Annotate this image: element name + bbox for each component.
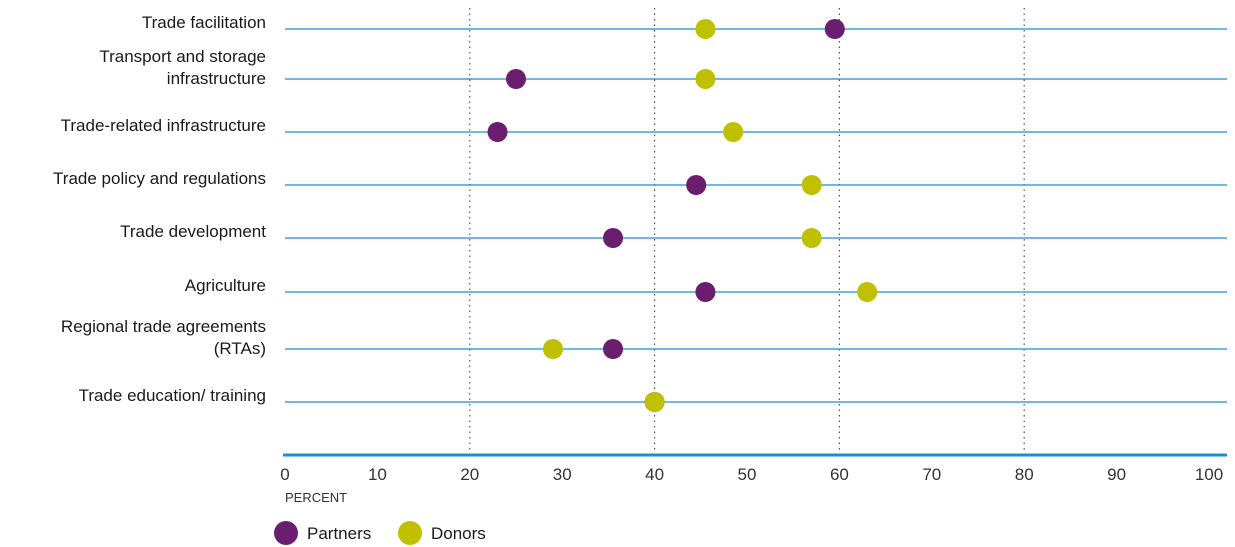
donors-point [543, 339, 563, 359]
x-tick-label: 70 [922, 465, 941, 484]
x-tick-label: 40 [645, 465, 664, 484]
category-label: Trade development [120, 222, 266, 241]
partners-point [506, 69, 526, 89]
legend: Partners Donors [274, 521, 486, 545]
x-tick-label: 20 [460, 465, 479, 484]
x-tick-label: 10 [368, 465, 387, 484]
category-label: Regional trade agreements [61, 317, 266, 336]
donors-point [802, 228, 822, 248]
partners-point [603, 228, 623, 248]
category-label: Trade facilitation [142, 13, 266, 32]
category-label: Trade education/ training [79, 386, 266, 405]
partners-point [488, 122, 508, 142]
category-label: Trade policy and regulations [53, 169, 266, 188]
donors-point [695, 69, 715, 89]
donors-point [802, 175, 822, 195]
category-label: Trade-related infrastructure [61, 116, 266, 135]
category-rows: Trade facilitation Transport and storage i… [53, 13, 1227, 405]
x-tick-label: 80 [1015, 465, 1034, 484]
x-axis-title: PERCENT [285, 490, 347, 505]
x-tick-label: 90 [1107, 465, 1126, 484]
partners-point [825, 19, 845, 39]
legend-swatch-donors [398, 521, 422, 545]
donors-point [857, 282, 877, 302]
legend-swatch-partners [274, 521, 298, 545]
legend-label-donors: Donors [431, 524, 486, 543]
partners-point [695, 282, 715, 302]
x-tick-label: 100 [1195, 465, 1223, 484]
category-label: infrastructure [167, 69, 266, 88]
partners-point [603, 339, 623, 359]
legend-label-partners: Partners [307, 524, 371, 543]
x-tick-label: 0 [280, 465, 289, 484]
category-label: Transport and storage [99, 47, 266, 66]
donors-point [695, 19, 715, 39]
category-label: (RTAs) [214, 339, 266, 358]
donors-point [645, 392, 665, 412]
x-tick-label: 30 [553, 465, 572, 484]
partners-point [686, 175, 706, 195]
donors-point [723, 122, 743, 142]
gridlines [470, 8, 1024, 453]
x-tick-label: 60 [830, 465, 849, 484]
data-points [488, 19, 878, 412]
category-label: Agriculture [185, 276, 266, 295]
x-tick-label: 50 [738, 465, 757, 484]
x-axis: 0 10 20 30 40 50 60 70 80 90 100 PERCENT [280, 455, 1227, 505]
